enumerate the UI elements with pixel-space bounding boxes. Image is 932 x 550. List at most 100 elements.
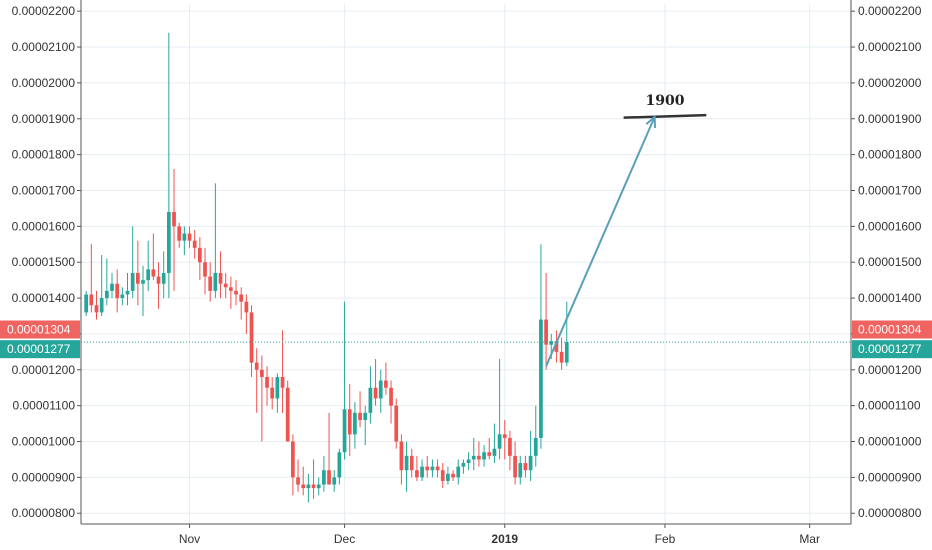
candle-body — [187, 233, 192, 241]
candle — [492, 423, 497, 464]
y-tick-label-left: 0.00001900 — [12, 112, 76, 126]
price-badge-label-right: 0.00001277 — [858, 342, 922, 356]
y-tick-label-left: 0.00001700 — [12, 183, 76, 197]
candle — [218, 251, 223, 299]
candle-body — [182, 233, 187, 241]
candle-body — [125, 290, 130, 295]
price-badge-right — [852, 320, 932, 339]
candle — [322, 455, 326, 492]
candle — [559, 337, 564, 370]
candle — [358, 391, 362, 428]
candle — [197, 237, 202, 281]
candle — [285, 380, 290, 442]
candle — [156, 262, 161, 309]
arrow-shaft — [545, 116, 656, 367]
candle-body — [446, 473, 450, 481]
candle — [420, 459, 424, 481]
candle-body — [94, 305, 99, 313]
candle — [296, 459, 300, 492]
candle-body — [358, 412, 362, 420]
price-badge-right — [852, 340, 932, 359]
candle-body — [311, 484, 316, 489]
candle-body — [332, 477, 337, 485]
candle — [249, 305, 254, 377]
candle-body — [218, 272, 223, 284]
y-tick-label-right: 0.00001800 — [858, 148, 922, 162]
candle-body — [394, 405, 399, 442]
candle — [508, 430, 512, 471]
x-tick-label: Nov — [179, 532, 200, 546]
candle-body — [156, 276, 161, 284]
candle — [182, 226, 187, 256]
y-tick-label-right: 0.00001600 — [858, 219, 922, 233]
candle — [254, 348, 259, 413]
y-tick-label-left: 0.00001500 — [12, 255, 76, 269]
candle-body — [409, 455, 414, 471]
candle — [415, 455, 419, 481]
candle-body — [502, 434, 507, 438]
candle — [270, 376, 275, 410]
candle — [342, 301, 347, 460]
candle-body — [99, 298, 104, 313]
candle — [84, 290, 89, 316]
price-badge-label-left: 0.00001277 — [7, 342, 71, 356]
y-tick-label-right: 0.00000800 — [858, 506, 922, 520]
y-tick-label-right: 0.00001100 — [858, 399, 921, 413]
candle-body — [353, 412, 357, 435]
candle-body — [378, 380, 383, 399]
candle-body — [544, 319, 548, 345]
candle — [466, 452, 471, 471]
candle-body — [265, 376, 269, 388]
candle-body — [146, 269, 151, 281]
candle — [89, 244, 94, 313]
x-tick-label: Feb — [655, 532, 676, 546]
candle — [533, 405, 538, 467]
candle-body — [301, 484, 306, 489]
y-tick-label-right: 0.00002000 — [858, 76, 922, 90]
candle — [461, 459, 466, 474]
candle — [316, 477, 321, 496]
candle-body — [456, 466, 461, 478]
candle-body — [497, 434, 502, 449]
y-tick-label-right: 0.00001500 — [858, 255, 922, 269]
candle — [523, 455, 528, 478]
candle — [99, 255, 104, 316]
candle — [120, 287, 125, 306]
candle — [425, 455, 430, 478]
candle-body — [440, 470, 445, 481]
candle-body — [399, 441, 404, 471]
candle-body — [239, 294, 244, 302]
candle — [337, 448, 342, 485]
candle-body — [130, 272, 135, 291]
candle — [234, 280, 238, 306]
y-tick-label-left: 0.00001000 — [12, 435, 76, 449]
candle-body — [539, 319, 543, 438]
y-tick-label-right: 0.00001200 — [858, 363, 922, 377]
candle — [482, 445, 486, 467]
candle-body — [420, 466, 424, 478]
candle — [130, 226, 135, 299]
candle — [497, 359, 502, 460]
candle-body — [523, 463, 528, 471]
candle — [446, 466, 450, 485]
candle — [430, 459, 435, 478]
candle-body — [347, 409, 352, 435]
candle — [260, 355, 264, 442]
candle-body — [151, 269, 156, 277]
y-tick-label-left: 0.00001800 — [12, 148, 76, 162]
candle — [487, 437, 492, 460]
candle — [528, 430, 533, 481]
candle — [187, 226, 192, 248]
candle-body — [373, 387, 378, 399]
candle — [94, 290, 99, 320]
candle-body — [508, 437, 512, 456]
candle — [192, 229, 197, 259]
candle-body — [327, 470, 331, 485]
candle-body — [533, 437, 538, 456]
candle-body — [280, 376, 285, 388]
candle — [306, 473, 311, 503]
candle — [291, 434, 295, 496]
candle — [384, 362, 388, 395]
candle-body — [260, 369, 264, 377]
y-tick-label-right: 0.00001000 — [858, 435, 922, 449]
